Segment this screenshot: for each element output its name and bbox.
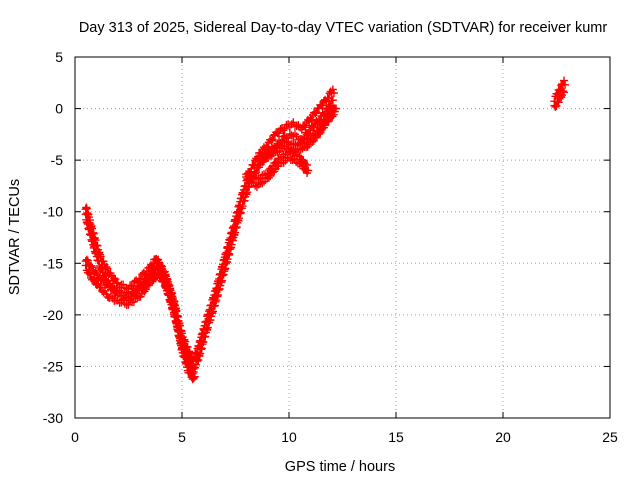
data-point <box>275 129 284 138</box>
data-point <box>102 262 111 271</box>
data-point <box>188 363 197 372</box>
data-point <box>555 86 564 95</box>
data-point <box>89 275 98 284</box>
data-point <box>148 277 157 286</box>
data-point <box>154 258 163 267</box>
data-point <box>264 173 273 182</box>
x-tick-label: 5 <box>178 429 186 445</box>
plot-frame <box>74 56 611 419</box>
data-point <box>293 151 302 160</box>
data-point <box>312 108 321 117</box>
y-tick-label: 0 <box>55 101 63 117</box>
data-point <box>551 102 560 111</box>
data-point <box>310 122 319 131</box>
data-point <box>108 285 117 294</box>
y-tick-label: -25 <box>43 358 63 374</box>
x-tick-label: 15 <box>388 429 404 445</box>
data-point <box>260 170 269 179</box>
data-point <box>103 280 112 289</box>
data-point <box>126 296 135 305</box>
data-point <box>308 137 317 146</box>
data-point <box>161 270 170 279</box>
data-point <box>131 286 140 295</box>
data-point <box>292 158 301 167</box>
y-axis-label: SDTVAR / TECUs <box>7 179 23 295</box>
data-point <box>269 149 278 158</box>
data-point <box>136 292 145 301</box>
x-axis-label: GPS time / hours <box>285 459 395 475</box>
data-point <box>243 176 252 185</box>
x-tick-label: 20 <box>495 429 511 445</box>
data-point <box>82 255 91 264</box>
ticks: 0 5 10 15 20 25 -30 -25 -20 -15 -10 -5 0 5 <box>43 49 618 445</box>
y-tick-label: -20 <box>43 307 63 323</box>
data-point <box>298 144 307 153</box>
data-point <box>189 374 198 383</box>
data-point <box>83 256 92 265</box>
data-point <box>187 361 196 370</box>
data-point <box>311 109 320 118</box>
data-point <box>110 274 119 283</box>
y-tick-label: -30 <box>43 410 63 426</box>
y-tick-label: -5 <box>51 152 64 168</box>
data-point <box>260 154 269 163</box>
data-point <box>91 268 100 277</box>
data-point <box>87 261 96 270</box>
data-point <box>287 131 296 140</box>
data-point <box>162 272 171 281</box>
data-point <box>329 89 338 98</box>
data-point <box>554 98 563 107</box>
y-tick-label: 5 <box>55 49 63 65</box>
data-point <box>251 181 260 190</box>
data-point <box>268 135 277 144</box>
data-point <box>155 260 164 269</box>
data-point <box>119 296 128 305</box>
data-point <box>561 80 570 89</box>
data-point <box>304 166 313 175</box>
data-point <box>315 129 324 138</box>
data-point <box>131 294 140 303</box>
data-point <box>328 112 337 121</box>
data-point <box>103 264 112 273</box>
data-point <box>194 355 203 364</box>
data-point <box>559 88 568 97</box>
data-point <box>115 286 124 295</box>
y-tick-label: -10 <box>43 204 63 220</box>
data-point <box>190 372 199 381</box>
x-tick-label: 25 <box>602 429 618 445</box>
data-point <box>247 177 256 186</box>
data-point <box>96 283 105 292</box>
data-point <box>289 118 298 127</box>
data-point <box>113 278 122 287</box>
y-tick-label: -15 <box>43 255 63 271</box>
x-tick-label: 0 <box>71 429 79 445</box>
data-point <box>193 357 202 366</box>
data-point <box>558 87 567 96</box>
data-point <box>273 148 282 157</box>
data-point <box>267 136 276 145</box>
data-point <box>332 104 341 113</box>
data-point <box>258 179 267 188</box>
grid <box>75 57 610 418</box>
data-point <box>96 252 105 261</box>
data-point <box>88 263 97 272</box>
data-point <box>254 180 263 189</box>
data-point <box>96 266 105 275</box>
data-point <box>328 96 337 105</box>
data-points <box>81 76 570 384</box>
data-point <box>129 281 138 290</box>
x-tick-label: 10 <box>281 429 297 445</box>
data-point <box>252 168 261 177</box>
data-point <box>556 92 565 101</box>
data-point <box>139 279 148 288</box>
data-point <box>559 76 568 85</box>
data-point <box>98 275 107 284</box>
data-point <box>303 160 312 169</box>
data-point <box>328 85 337 94</box>
chart-title: Day 313 of 2025, Sidereal Day-to-day VTE… <box>79 20 608 36</box>
data-point <box>120 299 129 308</box>
data-point <box>280 124 289 133</box>
